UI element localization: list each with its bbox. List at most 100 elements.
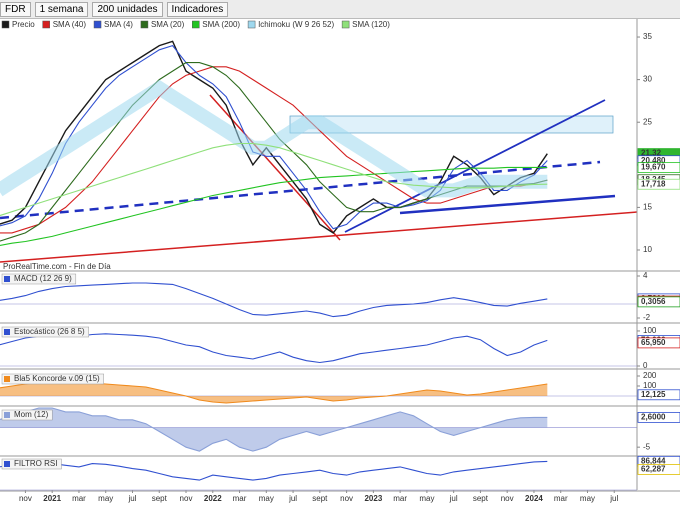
- x-tick-label: nov: [19, 494, 32, 503]
- x-tick-label: 2022: [204, 494, 222, 503]
- panel: [0, 40, 548, 247]
- value-box: [637, 162, 680, 174]
- x-tick-label: 2021: [43, 494, 61, 503]
- x-tick-label: mar: [233, 494, 247, 503]
- value-box: [637, 178, 680, 190]
- legend-label: SMA (120): [352, 20, 390, 29]
- y-tick-label: 0: [643, 361, 648, 370]
- panel-title-box: [1, 326, 89, 338]
- legend-swatch: [1, 20, 10, 29]
- legend-swatch: [247, 20, 256, 29]
- value-box: [637, 337, 680, 349]
- area: [0, 408, 548, 452]
- x-tick-label: 2024: [525, 494, 543, 503]
- value-label: 0,3056: [641, 297, 666, 306]
- period[interactable]: 1 semana: [34, 1, 89, 17]
- series-line: [0, 166, 548, 247]
- panel-title: Estocástico (26 8 5): [14, 327, 85, 336]
- series-line: [0, 62, 548, 242]
- trend-line: [399, 194, 616, 215]
- x-tick-label: may: [259, 494, 274, 503]
- value-box: [637, 389, 680, 401]
- legend-swatch: [93, 20, 102, 29]
- legend-label: SMA (20): [151, 20, 185, 29]
- legend-label: Ichimoku (W 9 26 52): [258, 20, 334, 29]
- value-label: 19,670: [641, 163, 666, 172]
- x-tick-label: jul: [127, 494, 136, 503]
- x-tick-label: may: [580, 494, 595, 503]
- value-label: 65,950: [641, 338, 666, 347]
- trend-line: [344, 99, 606, 233]
- x-tick-label: sept: [473, 494, 489, 503]
- legend-label: SMA (200): [202, 20, 240, 29]
- value-label: 2,6000: [641, 413, 666, 422]
- panel: [0, 333, 637, 367]
- symbol[interactable]: FDR: [0, 1, 31, 17]
- legend-swatch: [140, 20, 149, 29]
- y-tick-label: -5: [643, 442, 651, 451]
- y-tick-label: 100: [643, 381, 657, 390]
- series-line: [0, 44, 548, 230]
- panel-title-box: [1, 273, 77, 285]
- value-label: 62,287: [641, 465, 666, 474]
- panel-title: Mom (12): [14, 410, 49, 419]
- legend-swatch: [192, 20, 200, 29]
- x-tick-label: may: [419, 494, 434, 503]
- x-tick-label: sept: [152, 494, 168, 503]
- series-line: [0, 460, 548, 481]
- indicators[interactable]: Indicadores: [166, 1, 229, 17]
- legend-label: SMA (4): [104, 20, 133, 29]
- toolbar: FDR 1 semana 200 unidades Indicadores: [0, 0, 680, 19]
- x-tick-label: sept: [312, 494, 328, 503]
- value-label: 86,844: [641, 456, 666, 465]
- x-tick-label: mar: [72, 494, 86, 503]
- x-tick-label: nov: [180, 494, 193, 503]
- y-tick-label: 25: [643, 117, 652, 126]
- series-line: [0, 79, 548, 198]
- panel-title: Bla5 Koncorde v.09 (15): [14, 374, 100, 383]
- panel-icon: [4, 461, 10, 467]
- units[interactable]: 200 unidades: [92, 1, 163, 17]
- series-line: [0, 407, 548, 452]
- value-box: [637, 464, 680, 475]
- trend-line: [0, 211, 638, 263]
- series-line: [0, 142, 548, 217]
- panel-icon: [4, 412, 10, 418]
- y-tick-label: -2: [643, 313, 651, 322]
- x-tick-label: mar: [393, 494, 407, 503]
- panel-title-box: [1, 409, 53, 421]
- panel-title-box: [1, 458, 62, 470]
- source: ProRealTime.com - Fin de Día: [3, 262, 111, 271]
- series-line: [0, 282, 548, 318]
- value-label: 20,480: [641, 156, 666, 165]
- panel-title: FILTRO RSI: [14, 459, 57, 468]
- panel-title-box: [1, 373, 104, 385]
- value-box: [637, 296, 680, 308]
- series-line: [0, 66, 548, 234]
- panel: [0, 460, 637, 491]
- x-tick-label: jul: [288, 494, 297, 503]
- legend-label: SMA (40): [53, 20, 87, 29]
- legend-swatch: [341, 20, 350, 29]
- value-label: 17,718: [641, 179, 666, 188]
- value-label: 12,125: [641, 390, 666, 399]
- x-tick-label: nov: [340, 494, 353, 503]
- value-label: 21,32: [641, 149, 662, 158]
- y-tick-label: 100: [643, 326, 657, 335]
- panel-title: MACD (12 26 9): [14, 274, 72, 283]
- panel-icon: [4, 376, 10, 382]
- y-tick-label: 10: [643, 245, 652, 254]
- y-tick-label: 200: [643, 371, 657, 380]
- panel: [0, 282, 637, 318]
- panel: [0, 407, 637, 452]
- y-tick-label: 4: [643, 271, 648, 280]
- series-line: [0, 333, 548, 364]
- x-tick-label: nov: [501, 494, 514, 503]
- y-tick-label: 30: [643, 75, 652, 84]
- y-tick-label: 15: [643, 203, 652, 212]
- legend-swatch: [42, 20, 50, 29]
- x-tick-label: mar: [554, 494, 568, 503]
- x-tick-label: jul: [449, 494, 458, 503]
- x-tick-label: may: [98, 494, 113, 503]
